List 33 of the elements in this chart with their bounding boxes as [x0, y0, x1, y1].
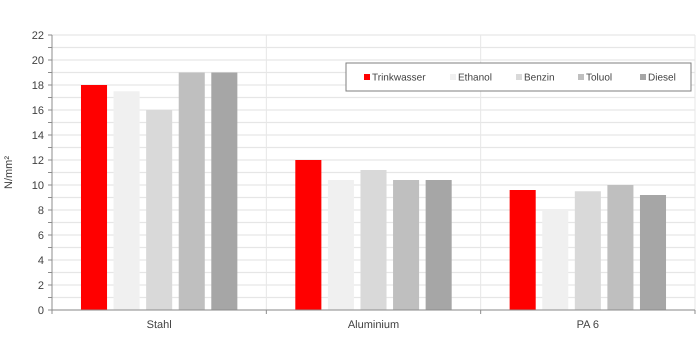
bar — [640, 195, 666, 310]
bar — [80, 85, 108, 310]
y-tick-label: 6 — [38, 230, 44, 242]
y-tick-label: 16 — [32, 104, 44, 117]
y-tick-label: 18 — [32, 80, 44, 92]
y-tick-label: 14 — [32, 130, 44, 142]
bar — [393, 180, 420, 310]
y-axis-title: N/mm² — [3, 156, 15, 189]
bar — [607, 185, 634, 310]
y-tick-label: 20 — [32, 54, 44, 67]
bar — [574, 191, 601, 310]
y-tick-label: 12 — [32, 154, 44, 167]
bar — [426, 180, 452, 310]
x-tick-label: Aluminium — [348, 319, 400, 331]
legend-label: Toluol — [586, 72, 612, 84]
x-tick-label: PA 6 — [576, 319, 600, 331]
bar — [510, 190, 536, 310]
bar — [360, 170, 387, 310]
bar — [211, 72, 238, 310]
x-tick-label: Stahl — [146, 319, 172, 331]
bar — [295, 160, 322, 310]
y-tick-label: 22 — [32, 30, 44, 42]
y-tick-label: 0 — [38, 304, 44, 317]
legend-label: Trinkwasser — [372, 72, 426, 84]
y-tick-label: 8 — [38, 204, 44, 217]
bar — [178, 72, 205, 310]
bar — [146, 110, 172, 310]
y-tick-label: 10 — [32, 180, 44, 192]
legend-label: Diesel — [648, 72, 676, 84]
y-tick-label: 4 — [38, 254, 44, 267]
legend-label: Ethanol — [458, 72, 492, 84]
legend-label: Benzin — [524, 72, 555, 84]
y-tick-label: 2 — [38, 280, 44, 292]
